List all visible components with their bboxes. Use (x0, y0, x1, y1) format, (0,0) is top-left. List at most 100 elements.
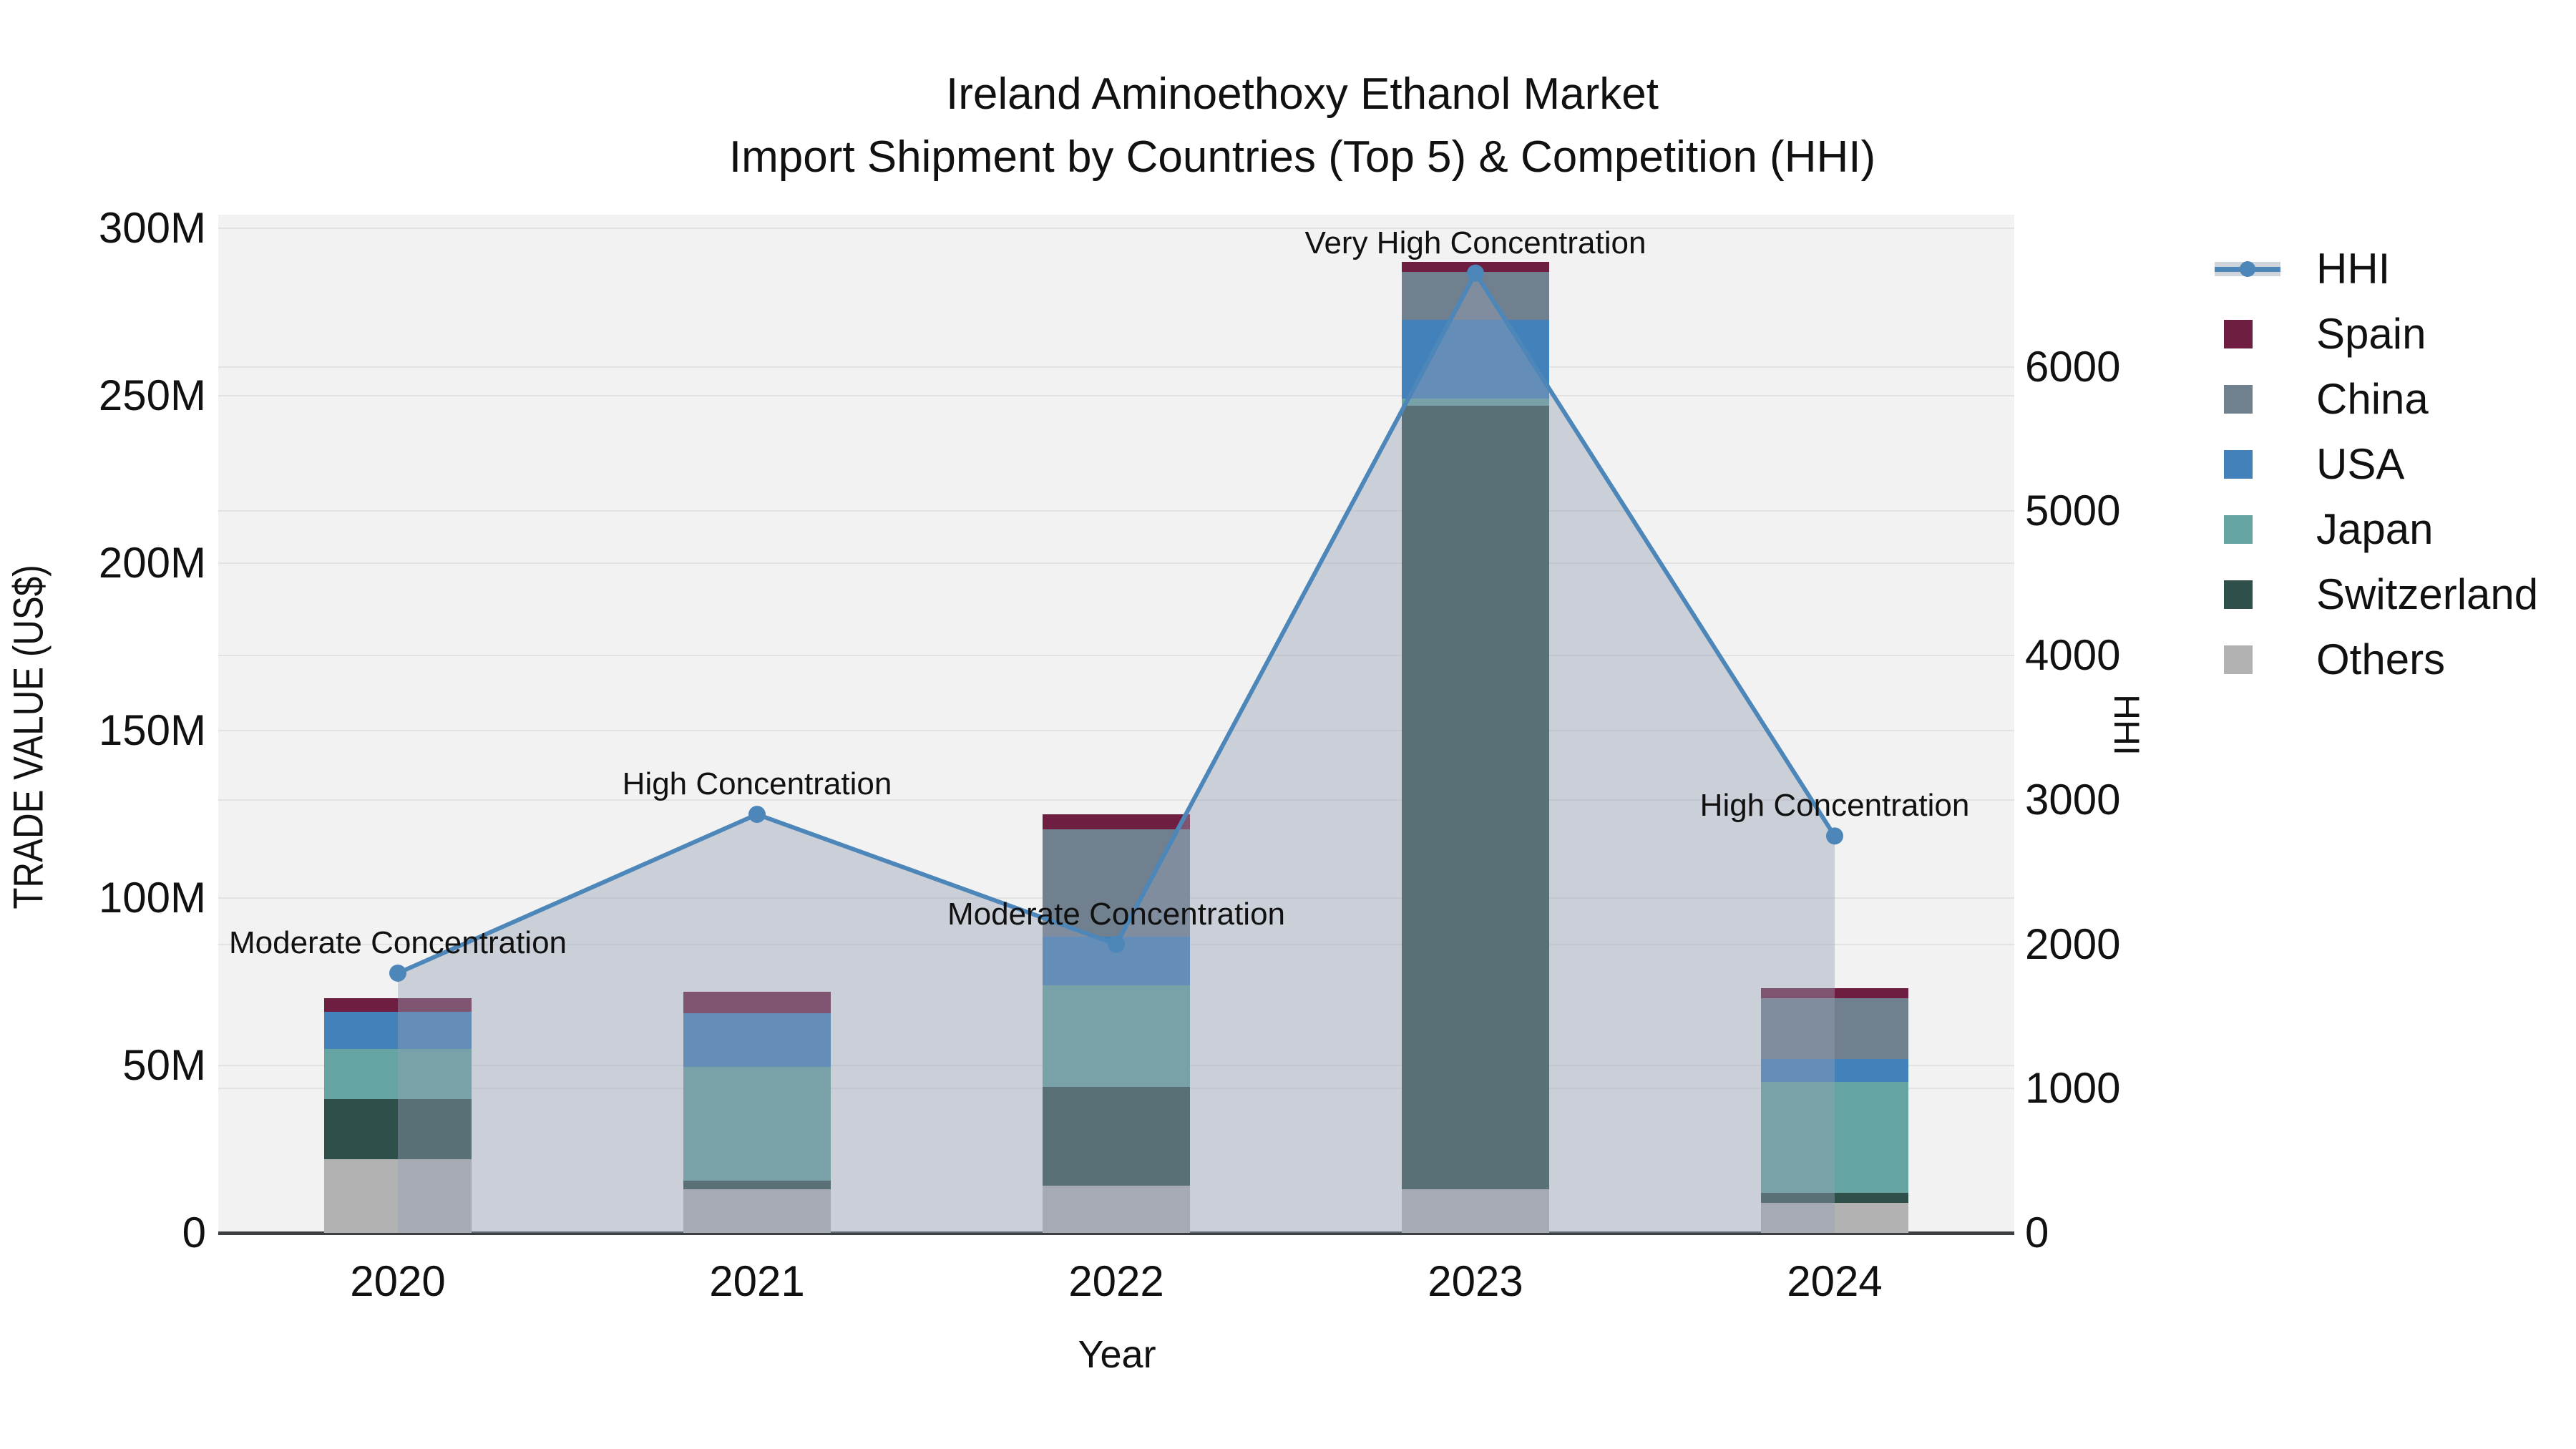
legend-swatch-spain (2224, 319, 2253, 348)
hhi-line-icon (2215, 255, 2283, 283)
bar-segment-japan-2022 (1043, 985, 1190, 1088)
legend-label-spain: Spain (2316, 310, 2426, 358)
plot-area: Moderate Concentration High Concentration… (218, 215, 2014, 1235)
y-tick-right-0: 0 (2025, 1209, 2049, 1257)
gridline (218, 562, 2014, 564)
bar-segment-others-2024 (1761, 1202, 1908, 1233)
y-tick-left-100M: 100M (98, 873, 206, 922)
bar-segment-spain-2024 (1761, 988, 1908, 999)
bar-segment-usa-2020 (324, 1012, 472, 1049)
y-tick-right-1000: 1000 (2025, 1064, 2121, 1113)
hhi-point-2020 (389, 964, 406, 982)
y-tick-left-0: 0 (182, 1209, 206, 1257)
bar-segment-china-2024 (1761, 998, 1908, 1059)
gridline (218, 227, 2014, 229)
legend-swatch-china (2224, 384, 2253, 414)
legend-item-usa: USA (2215, 431, 2538, 497)
legend-label-china: China (2316, 375, 2429, 423)
gridline (218, 655, 2014, 657)
legend-item-china: China (2215, 366, 2538, 431)
legend-label-hhi: HHI (2316, 245, 2391, 293)
y-tick-right-6000: 6000 (2025, 342, 2121, 391)
legend-swatch-usa (2224, 449, 2253, 479)
bar-segment-usa-2021 (683, 1013, 831, 1068)
hhi-point-2024 (1826, 827, 1843, 845)
bar-segment-switzerland-2023 (1402, 405, 1549, 1190)
bar-segment-others-2020 (324, 1159, 472, 1233)
y-axis-label-right: HHI (2107, 693, 2147, 756)
x-tick-2024: 2024 (1787, 1257, 1883, 1305)
legend-swatch-japan (2224, 514, 2253, 544)
y-tick-right-5000: 5000 (2025, 487, 2121, 535)
legend-label-others: Others (2316, 635, 2446, 683)
bar-segment-others-2022 (1043, 1186, 1190, 1233)
x-tick-2022: 2022 (1068, 1257, 1164, 1305)
hhi-point-2023 (1467, 264, 1484, 282)
bar-segment-switzerland-2022 (1043, 1087, 1190, 1186)
chart-title-line1: Ireland Aminoethoxy Ethanol Market (946, 69, 1659, 119)
gridline (218, 394, 2014, 396)
legend-item-hhi: HHI (2215, 236, 2538, 301)
legend: HHI Spain China USA Japan Switzerland Others (2215, 236, 2538, 692)
hhi-point-2021 (748, 806, 766, 824)
annotation-2024: High Concentration (1699, 788, 1970, 824)
hhi-line-icon-part (2240, 260, 2255, 277)
chart-title-line2: Import Shipment by Countries (Top 5) & C… (728, 132, 1876, 182)
y-tick-right-4000: 4000 (2025, 631, 2121, 680)
bar-segment-spain-2020 (324, 998, 472, 1013)
y-tick-left-150M: 150M (98, 706, 206, 754)
y-tick-left-250M: 250M (98, 371, 206, 419)
x-tick-2023: 2023 (1428, 1257, 1523, 1305)
bar-segment-switzerland-2020 (324, 1098, 472, 1159)
legend-swatch-icon (2215, 449, 2283, 479)
hhi-point-2022 (1108, 935, 1125, 953)
bar-segment-usa-2024 (1761, 1058, 1908, 1083)
legend-label-japan: Japan (2316, 505, 2434, 553)
legend-item-others: Others (2215, 627, 2538, 692)
bar-segment-japan-2023 (1402, 399, 1549, 406)
gridline (218, 799, 2014, 801)
bar-segment-switzerland-2021 (683, 1181, 831, 1190)
y-tick-right-2000: 2000 (2025, 919, 2121, 968)
bar-segment-usa-2023 (1402, 320, 1549, 399)
hhi-line-layer (389, 264, 1843, 1234)
legend-label-switzerland: Switzerland (2316, 570, 2539, 618)
hhi-area-fill (398, 273, 1835, 1234)
y-tick-left-300M: 300M (98, 203, 206, 252)
bar-segment-others-2021 (683, 1189, 831, 1233)
y-tick-right-3000: 3000 (2025, 775, 2121, 824)
y-tick-left-200M: 200M (98, 538, 206, 587)
x-tick-2020: 2020 (350, 1257, 446, 1305)
legend-swatch-others (2224, 645, 2253, 674)
bar-segment-switzerland-2024 (1761, 1192, 1908, 1203)
bar-segment-spain-2022 (1043, 814, 1190, 829)
legend-swatch-icon (2215, 514, 2283, 544)
annotation-2023: Very High Concentration (1304, 225, 1646, 260)
annotation-2022: Moderate Concentration (947, 896, 1286, 932)
bar-segment-china-2022 (1043, 829, 1190, 937)
chart-title: Ireland Aminoethoxy Ethanol Market Impor… (29, 63, 2576, 189)
legend-swatch-icon (2215, 384, 2283, 414)
bar-segment-japan-2021 (683, 1067, 831, 1181)
legend-item-spain: Spain (2215, 301, 2538, 366)
y-tick-left-50M: 50M (122, 1040, 206, 1089)
legend-swatch-icon (2215, 645, 2283, 674)
gridline (218, 729, 2014, 731)
gridline (218, 366, 2014, 368)
gridline (218, 510, 2014, 512)
x-axis-label: Year (1078, 1333, 1156, 1376)
legend-swatch-icon (2215, 319, 2283, 348)
legend-item-japan: Japan (2215, 497, 2538, 562)
bar-segment-japan-2024 (1761, 1082, 1908, 1193)
legend-swatch-icon (2215, 580, 2283, 609)
annotation-2021: High Concentration (622, 766, 892, 802)
legend-swatch-switzerland (2224, 580, 2253, 609)
legend-label-usa: USA (2316, 440, 2405, 488)
legend-item-switzerland: Switzerland (2215, 562, 2538, 627)
x-tick-2021: 2021 (709, 1257, 805, 1305)
x-axis-line (218, 1231, 2014, 1235)
annotation-2020: Moderate Concentration (228, 924, 567, 960)
bar-segment-others-2023 (1402, 1189, 1549, 1233)
bar-segment-japan-2020 (324, 1048, 472, 1099)
